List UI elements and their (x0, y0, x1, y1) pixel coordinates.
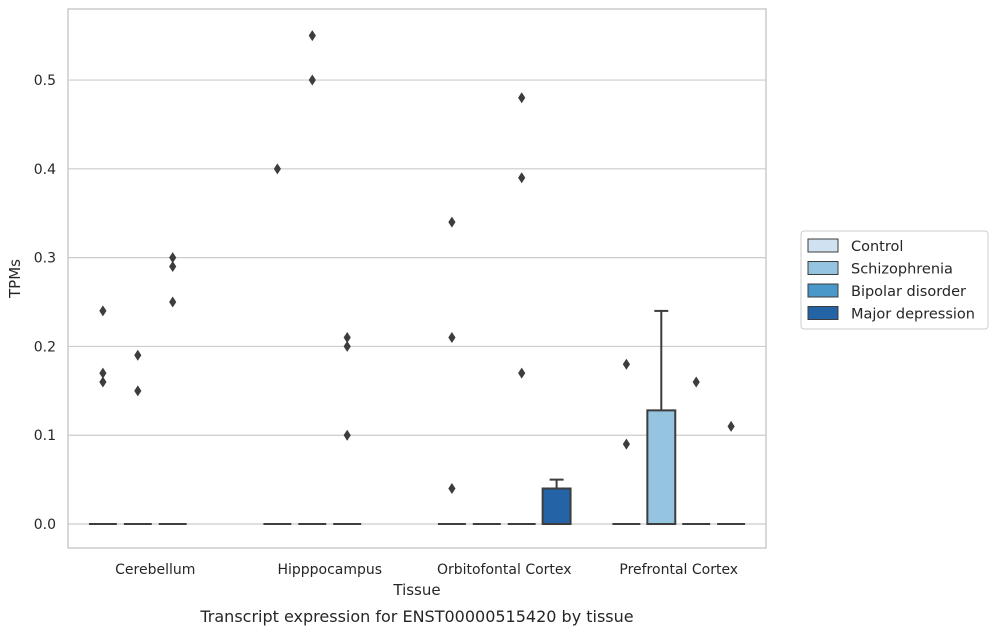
box-body (541, 487, 572, 526)
y-tick-label: 0.0 (34, 517, 56, 533)
outlier-marker (448, 216, 456, 228)
y-tick-label: 0.1 (34, 428, 56, 444)
outlier-marker (273, 163, 281, 175)
x-axis-title: Tissue (392, 581, 440, 599)
y-tick-labels: 0.0 0.1 0.2 0.3 0.4 0.5 (34, 73, 56, 533)
outlier-marker (169, 261, 177, 273)
box-1-2 (333, 332, 362, 526)
outlier-marker (134, 385, 142, 397)
box-1-1 (298, 30, 327, 526)
outlier-marker (622, 358, 630, 370)
x-tick-label: Prefrontal Cortex (619, 562, 738, 578)
outlier-marker (308, 74, 316, 86)
box-2-0 (437, 216, 466, 526)
legend-item: Major depression (807, 306, 975, 323)
y-tick-label: 0.5 (34, 73, 56, 89)
outlier-marker (169, 296, 177, 308)
x-tick-label: Orbitofontal Cortex (437, 562, 572, 578)
legend-frame (800, 230, 989, 330)
outlier-marker (692, 376, 700, 388)
plot-frame (67, 8, 767, 549)
legend-item: Control (807, 238, 903, 255)
legend-label: Major depression (851, 307, 975, 323)
legend-swatch (807, 283, 839, 298)
outlier-marker (343, 340, 351, 352)
box-body (646, 409, 677, 526)
outlier-marker (518, 172, 526, 184)
legend-label: Schizophrenia (851, 262, 953, 278)
outlier-marker (448, 483, 456, 495)
y-tick-label: 0.4 (34, 162, 56, 178)
y-tick-label: 0.2 (34, 339, 56, 355)
outlier-marker (518, 92, 526, 104)
outlier-marker (448, 332, 456, 344)
boxes (88, 30, 746, 526)
box-0-1 (123, 349, 152, 526)
outlier-marker (99, 305, 107, 317)
y-tick-label: 0.3 (34, 251, 56, 267)
outlier-marker (622, 438, 630, 450)
legend-swatch (807, 306, 839, 320)
outlier-marker (308, 30, 316, 42)
box-0-0 (88, 305, 117, 526)
x-tick-label: Cerebellum (115, 562, 195, 578)
legend: Control Schizophrenia Bipolar disorder Majo… (800, 230, 989, 330)
box-1-0 (263, 163, 292, 526)
legend-label: Bipolar disorder (851, 284, 966, 300)
outlier-marker (343, 332, 351, 344)
x-tick-label: Hipppocampus (277, 562, 382, 578)
box-3-0 (612, 358, 641, 526)
outlier-marker (99, 376, 107, 388)
outlier-marker (518, 367, 526, 379)
box-2-3 (541, 478, 572, 526)
legend-item: Schizophrenia (807, 261, 953, 278)
box-3-3 (717, 420, 746, 526)
chart-caption: Transcript expression for ENST0000051542… (199, 607, 633, 626)
legend-label: Control (851, 239, 903, 255)
box-3-2 (682, 376, 711, 526)
box-2-2 (507, 92, 536, 526)
legend-item: Bipolar disorder (807, 283, 966, 300)
outlier-marker (169, 252, 177, 264)
outlier-marker (343, 429, 351, 441)
outlier-marker (727, 420, 735, 432)
box-3-1 (646, 309, 677, 526)
box-0-2 (158, 252, 187, 526)
outlier-marker (99, 367, 107, 379)
y-axis-title: TPMs (6, 259, 24, 299)
outlier-marker (134, 349, 142, 361)
legend-swatch (807, 261, 839, 275)
legend-swatch (807, 238, 839, 253)
x-tick-labels: Cerebellum Hipppocampus Orbitofontal Corte… (115, 562, 738, 578)
